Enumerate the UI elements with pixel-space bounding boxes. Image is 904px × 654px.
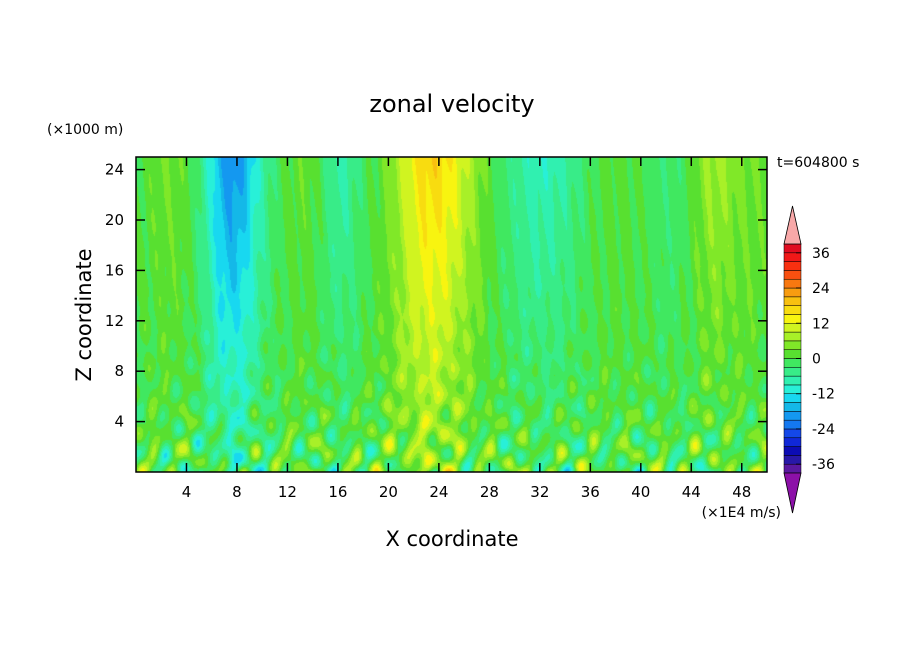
colorbar-swatch <box>783 314 802 324</box>
velocity-field <box>136 157 767 472</box>
x-tick-label: 36 <box>581 483 600 501</box>
colorbar-swatch <box>783 463 802 474</box>
colorbar-label: -24 <box>812 422 835 438</box>
x-tick-label: 20 <box>379 483 398 501</box>
colorbar-swatch <box>783 455 802 465</box>
colorbar-swatch <box>783 252 802 262</box>
colorbar-swatch <box>783 446 802 456</box>
colorbar-swatch <box>783 305 802 315</box>
plot-frame <box>135 156 768 473</box>
y-axis-title: Z coordinate <box>72 248 96 381</box>
colorbar-swatch <box>783 349 802 359</box>
colorbar-swatch <box>783 384 802 394</box>
x-tick-label: 32 <box>530 483 549 501</box>
colorbar: 36 24 12 0 -12 -24 -36 <box>783 205 835 514</box>
colorbar-swatch <box>783 261 802 271</box>
y-axis: 4 8 12 16 20 24 <box>105 161 767 431</box>
colorbar-swatch <box>783 331 802 342</box>
x-tick-label: 16 <box>328 483 347 501</box>
y-tick-label: 20 <box>105 211 124 229</box>
y-tick-label: 16 <box>105 261 124 279</box>
colorbar-label: -12 <box>812 387 835 403</box>
colorbar-min-arrow <box>783 472 802 514</box>
colorbar-swatch <box>783 411 802 421</box>
y-tick-label: 12 <box>105 312 124 330</box>
colorbar-label: 36 <box>812 246 830 262</box>
colorbar-swatch <box>783 296 802 306</box>
x-tick-label: 24 <box>429 483 448 501</box>
colorbar-swatch <box>783 340 802 350</box>
x-tick-label: 8 <box>232 483 242 501</box>
x-tick-label: 28 <box>480 483 499 501</box>
y-tick-label: 8 <box>114 362 124 380</box>
colorbar-label: 0 <box>812 352 821 368</box>
y-tick-label: 4 <box>114 413 124 431</box>
x-tick-label: 48 <box>732 483 751 501</box>
x-axis-title: X coordinate <box>385 527 518 551</box>
y-unit-label: (×1000 m) <box>47 122 123 138</box>
x-tick-label: 40 <box>631 483 650 501</box>
colorbar-swatch <box>783 270 802 280</box>
x-axis: 4 8 12 16 20 24 28 32 36 40 44 48 <box>182 157 751 501</box>
colorbar-swatch <box>783 437 802 447</box>
colorbar-label: -36 <box>812 457 835 473</box>
colorbar-swatch <box>783 243 802 254</box>
colorbar-swatch <box>783 278 802 289</box>
x-tick-label: 4 <box>182 483 192 501</box>
colorbar-swatch <box>783 358 802 368</box>
contour-plot <box>136 157 767 472</box>
colorbar-swatch <box>783 375 802 386</box>
colorbar-swatch <box>783 367 802 377</box>
x-unit-label: (×1E4 m/s) <box>702 505 781 521</box>
colorbar-swatch <box>783 323 802 333</box>
x-tick-label: 44 <box>682 483 701 501</box>
colorbar-label: 24 <box>812 281 830 297</box>
colorbar-swatch <box>783 393 802 403</box>
colorbar-swatch <box>783 419 802 430</box>
time-label: t=604800 s <box>777 155 859 171</box>
colorbar-label: 12 <box>812 316 830 332</box>
colorbar-swatch <box>783 402 802 412</box>
y-tick-label: 24 <box>105 161 124 179</box>
chart-title: zonal velocity <box>369 90 534 118</box>
colorbar-swatch <box>783 287 802 298</box>
colorbar-max-arrow <box>783 205 802 245</box>
colorbar-swatch <box>783 428 802 439</box>
x-tick-label: 12 <box>278 483 297 501</box>
